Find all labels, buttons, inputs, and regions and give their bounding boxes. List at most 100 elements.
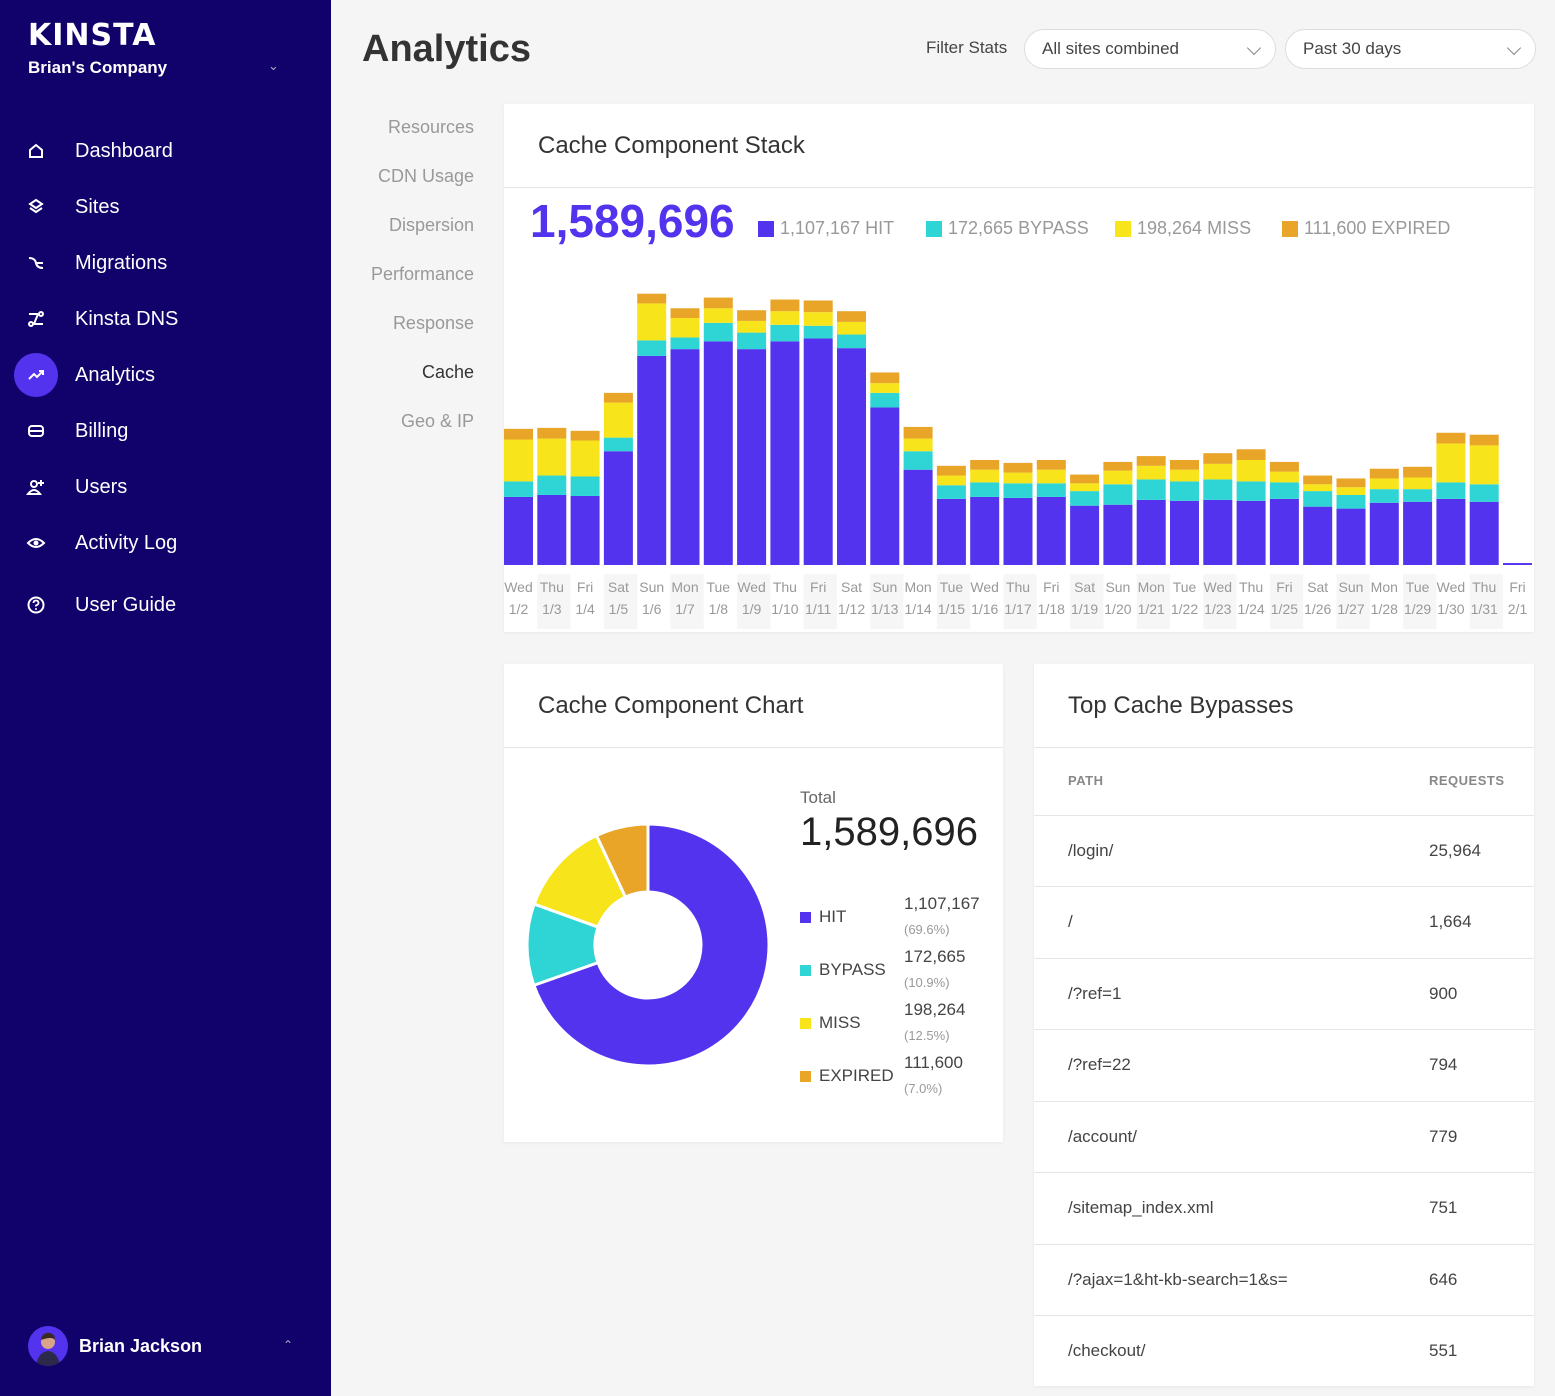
bar-hit-24[interactable] [1269, 498, 1299, 565]
bar-expired-28[interactable] [1403, 466, 1433, 478]
bar-bypass-26[interactable] [1336, 494, 1366, 509]
bar-hit-21[interactable] [1170, 500, 1199, 565]
bar-hit-27[interactable] [1369, 502, 1399, 565]
bar-hit-22[interactable] [1203, 499, 1233, 565]
bar-miss-8[interactable] [737, 320, 767, 333]
bar-expired-25[interactable] [1303, 475, 1333, 485]
date-range-select[interactable]: Past 30 days [1285, 29, 1536, 69]
bar-bypass-18[interactable] [1070, 491, 1100, 506]
bar-bypass-19[interactable] [1103, 484, 1133, 505]
bar-expired-9[interactable] [770, 299, 800, 312]
bar-expired-2[interactable] [537, 427, 567, 439]
bar-expired-11[interactable] [837, 311, 866, 322]
bar-bypass-10[interactable] [803, 325, 833, 339]
bar-bypass-12[interactable] [870, 392, 900, 408]
company-switcher[interactable]: Brian's Company [28, 58, 168, 77]
bar-hit-1[interactable] [504, 496, 533, 565]
bar-bypass-29[interactable] [1436, 482, 1466, 499]
sidebar-item-sites[interactable]: Sites [0, 184, 331, 230]
bar-hit-13[interactable] [903, 469, 933, 565]
bar-bypass-7[interactable] [703, 322, 733, 342]
bar-miss-28[interactable] [1403, 477, 1433, 490]
sidebar-item-billing[interactable]: Billing [0, 408, 331, 454]
bar-miss-24[interactable] [1269, 471, 1299, 483]
bar-miss-23[interactable] [1236, 459, 1266, 482]
bar-expired-19[interactable] [1103, 461, 1133, 471]
bar-bypass-11[interactable] [837, 334, 866, 349]
bar-expired-26[interactable] [1336, 478, 1366, 488]
bar-expired-16[interactable] [1003, 462, 1033, 473]
bar-miss-10[interactable] [803, 312, 833, 326]
bar-hit-15[interactable] [970, 496, 1000, 565]
sidebar-item-migrations[interactable]: Migrations [0, 240, 331, 286]
bar-expired-29[interactable] [1436, 432, 1466, 444]
bar-expired-7[interactable] [703, 297, 733, 309]
bar-expired-14[interactable] [936, 465, 966, 476]
bar-hit-5[interactable] [637, 355, 667, 565]
bar-bypass-24[interactable] [1269, 482, 1299, 499]
bar-miss-14[interactable] [936, 475, 966, 486]
bar-expired-6[interactable] [670, 308, 700, 319]
sidebar-item-user-guide[interactable]: User Guide [0, 582, 331, 628]
bar-expired-22[interactable] [1203, 453, 1233, 464]
bar-expired-23[interactable] [1236, 449, 1266, 460]
bar-bypass-1[interactable] [504, 481, 533, 497]
bar-bypass-22[interactable] [1203, 479, 1233, 500]
bar-hit-28[interactable] [1403, 501, 1433, 565]
bar-bypass-8[interactable] [737, 332, 767, 350]
bar-expired-21[interactable] [1170, 459, 1199, 470]
bar-hit-29[interactable] [1436, 498, 1466, 565]
subnav-performance[interactable]: Performance [370, 264, 474, 284]
bar-hit-3[interactable] [570, 495, 600, 565]
bar-miss-7[interactable] [703, 308, 733, 323]
bar-hit-19[interactable] [1103, 504, 1133, 565]
bar-hit-20[interactable] [1136, 499, 1166, 565]
bar-expired-3[interactable] [570, 430, 600, 441]
bar-hit-14[interactable] [936, 498, 966, 565]
bar-miss-6[interactable] [670, 318, 700, 338]
bar-miss-5[interactable] [637, 303, 667, 341]
site-select[interactable]: All sites combined [1024, 29, 1276, 69]
bar-expired-30[interactable] [1469, 434, 1499, 446]
bar-miss-12[interactable] [870, 383, 900, 393]
bar-miss-30[interactable] [1469, 445, 1499, 485]
bar-bypass-30[interactable] [1469, 484, 1499, 502]
bar-bypass-28[interactable] [1403, 489, 1433, 502]
bar-miss-21[interactable] [1170, 469, 1199, 482]
bar-miss-11[interactable] [837, 321, 866, 335]
bar-hit-17[interactable] [1036, 496, 1066, 565]
bar-bypass-5[interactable] [637, 340, 667, 356]
bar-expired-18[interactable] [1070, 474, 1100, 484]
bar-hit-16[interactable] [1003, 497, 1033, 565]
bar-expired-13[interactable] [903, 426, 933, 439]
bar-expired-12[interactable] [870, 372, 900, 384]
sidebar-item-kinsta-dns[interactable]: Kinsta DNS [0, 296, 331, 342]
sidebar-item-dashboard[interactable]: Dashboard [0, 128, 331, 174]
bar-bypass-25[interactable] [1303, 491, 1333, 507]
bar-miss-2[interactable] [537, 438, 567, 476]
bar-bypass-9[interactable] [770, 324, 800, 342]
bar-miss-16[interactable] [1003, 472, 1033, 484]
bar-miss-27[interactable] [1369, 478, 1399, 490]
subnav-cdn-usage[interactable]: CDN Usage [377, 166, 474, 186]
bar-bypass-15[interactable] [970, 482, 1000, 497]
bar-hit-23[interactable] [1236, 500, 1266, 565]
bar-miss-3[interactable] [570, 440, 600, 477]
bar-miss-15[interactable] [970, 469, 1000, 483]
donut-slice-expired[interactable] [594, 822, 650, 900]
sidebar-item-analytics[interactable]: Analytics [0, 352, 331, 398]
bar-miss-13[interactable] [903, 438, 933, 452]
bar-hit-2[interactable] [537, 494, 567, 565]
bar-expired-20[interactable] [1136, 456, 1166, 466]
bar-bypass-23[interactable] [1236, 481, 1266, 501]
bar-hit-8[interactable] [737, 349, 767, 565]
chevron-down-icon[interactable]: ⌄ [268, 58, 279, 73]
bar-expired-1[interactable] [504, 428, 533, 440]
bar-miss-17[interactable] [1036, 469, 1066, 484]
sidebar-item-activity-log[interactable]: Activity Log [0, 520, 331, 566]
bar-expired-5[interactable] [637, 293, 667, 304]
subnav-response[interactable]: Response [392, 313, 474, 333]
bar-miss-22[interactable] [1203, 463, 1233, 480]
subnav-cache[interactable]: Cache [421, 362, 474, 382]
bar-miss-1[interactable] [504, 439, 533, 482]
